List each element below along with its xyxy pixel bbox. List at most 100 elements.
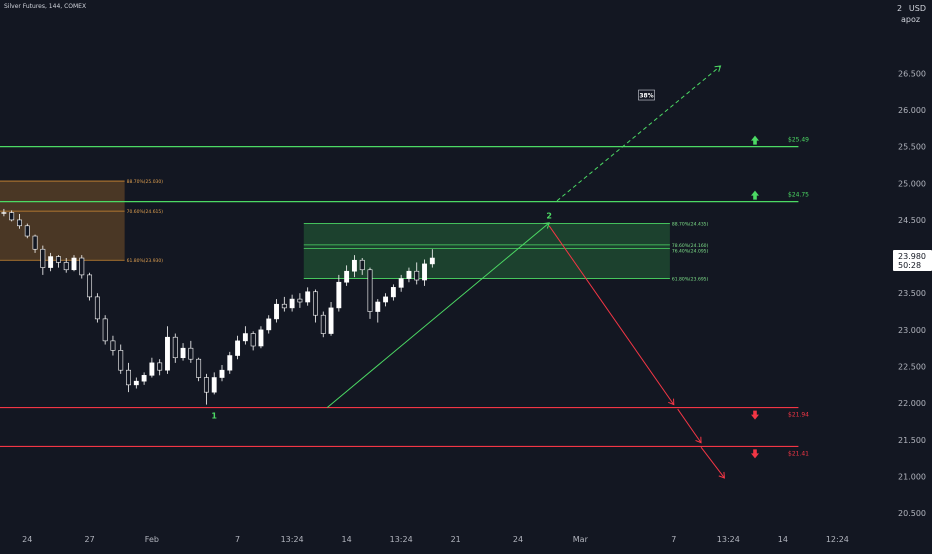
candle xyxy=(32,235,38,250)
y-tick-label: 26.000 xyxy=(898,106,926,115)
green-fib-zone xyxy=(303,223,670,279)
x-tick-label: 13:24 xyxy=(390,535,413,544)
bearish-leg-2 xyxy=(677,408,702,444)
candle xyxy=(305,291,311,303)
x-tick-label: 13:24 xyxy=(717,535,740,544)
x-tick-label: 21 xyxy=(451,535,461,544)
candle xyxy=(383,296,389,303)
candle xyxy=(429,257,435,265)
candle xyxy=(344,270,350,283)
axis-header-sub: apoz xyxy=(901,15,921,24)
candle xyxy=(118,350,124,371)
candle xyxy=(266,318,272,331)
candle xyxy=(133,380,139,386)
current-price-value: 23.980 xyxy=(898,252,926,261)
candle xyxy=(110,340,116,351)
x-tick-label: 14 xyxy=(342,535,352,544)
candle xyxy=(274,303,279,320)
candle xyxy=(313,291,318,316)
candle xyxy=(188,347,194,360)
x-tick-label: 7 xyxy=(671,535,676,544)
candle xyxy=(336,281,342,309)
wave-label-1: 1 xyxy=(211,412,217,421)
x-tick-label: 27 xyxy=(84,535,94,544)
candle xyxy=(180,347,186,359)
candle xyxy=(219,369,225,378)
candle xyxy=(71,257,77,271)
arrow-down-icon xyxy=(751,410,759,420)
candle xyxy=(328,307,334,334)
fib-level-label: 88.70%(25.030) xyxy=(127,179,164,185)
candle xyxy=(297,298,303,303)
candle xyxy=(227,355,233,371)
bearish-leg-3 xyxy=(700,446,725,479)
arrow-up-icon xyxy=(751,190,759,200)
y-tick-label: 21.000 xyxy=(898,472,926,481)
bullish-extension xyxy=(556,65,721,202)
candle xyxy=(289,298,295,309)
candle xyxy=(235,340,241,356)
arrow-down-icon xyxy=(751,449,759,459)
x-tick-label: 13:24 xyxy=(281,535,304,544)
x-tick-label: Feb xyxy=(145,535,159,544)
target-lower-price-label: $24.75 xyxy=(788,192,809,199)
bearish-leg-3-arrowhead xyxy=(718,471,725,479)
y-tick-label: 25.000 xyxy=(898,179,926,188)
candle xyxy=(406,270,412,279)
bar-countdown: 50:28 xyxy=(898,261,921,270)
x-tick-label: 24 xyxy=(513,535,523,544)
candle xyxy=(258,329,264,347)
current-price-badge xyxy=(893,250,932,272)
x-tick-label: 12:24 xyxy=(826,535,849,544)
x-tick-label: 14 xyxy=(778,535,788,544)
fib-level-label: 70.60%(24.615) xyxy=(127,209,164,215)
candle xyxy=(422,263,427,281)
bullish-extension-arrowhead xyxy=(714,65,722,72)
target-upper-price-label: $25.49 xyxy=(788,137,809,144)
candle xyxy=(250,333,256,347)
y-tick-label: 23.500 xyxy=(898,289,926,298)
candle xyxy=(9,212,15,221)
y-tick-label: 26.500 xyxy=(898,69,926,78)
candle xyxy=(17,219,22,227)
candle xyxy=(87,274,93,298)
y-tick-label: 20.500 xyxy=(898,509,926,518)
candle xyxy=(141,375,147,382)
x-tick-label: Mar xyxy=(573,535,589,544)
candle xyxy=(1,212,7,214)
candle xyxy=(281,303,287,309)
percent-label: 38% xyxy=(639,93,653,100)
candle xyxy=(414,270,420,281)
fib-level-label: 61.80%(23.695) xyxy=(672,277,709,283)
candle xyxy=(351,259,357,272)
candle xyxy=(203,377,209,393)
y-tick-label: 23.000 xyxy=(898,326,926,335)
y-tick-label: 21.500 xyxy=(898,436,926,445)
bearish-leg-2-arrowhead xyxy=(695,436,702,444)
fib-level-label: 78.60%(24.160) xyxy=(672,243,709,249)
candle xyxy=(165,336,170,371)
wave-label-2: 2 xyxy=(546,212,552,221)
axis-header-prefix: 2 xyxy=(897,4,903,13)
y-tick-label: 22.500 xyxy=(898,363,926,372)
candle xyxy=(63,262,69,271)
fib-level-label: 88.70%(24.435) xyxy=(672,222,709,228)
x-tick-label: 7 xyxy=(235,535,240,544)
bearish-leg-1-arrowhead xyxy=(668,398,675,406)
support-lower-price-label: $21.41 xyxy=(788,450,809,457)
candle xyxy=(55,256,61,263)
fib-level-label: 61.80%(23.930) xyxy=(127,258,164,264)
percent-label-box xyxy=(638,89,655,101)
fib-level-label: 76.40%(24.095) xyxy=(672,249,709,255)
candle xyxy=(79,257,85,276)
x-tick-label: 24 xyxy=(22,535,32,544)
candle xyxy=(149,362,155,376)
bullish-leg xyxy=(326,222,550,408)
candle xyxy=(102,318,108,342)
currency-label[interactable]: USD xyxy=(908,4,926,13)
y-tick-label: 24.500 xyxy=(898,216,926,225)
candle xyxy=(40,248,46,268)
candle xyxy=(94,296,100,320)
